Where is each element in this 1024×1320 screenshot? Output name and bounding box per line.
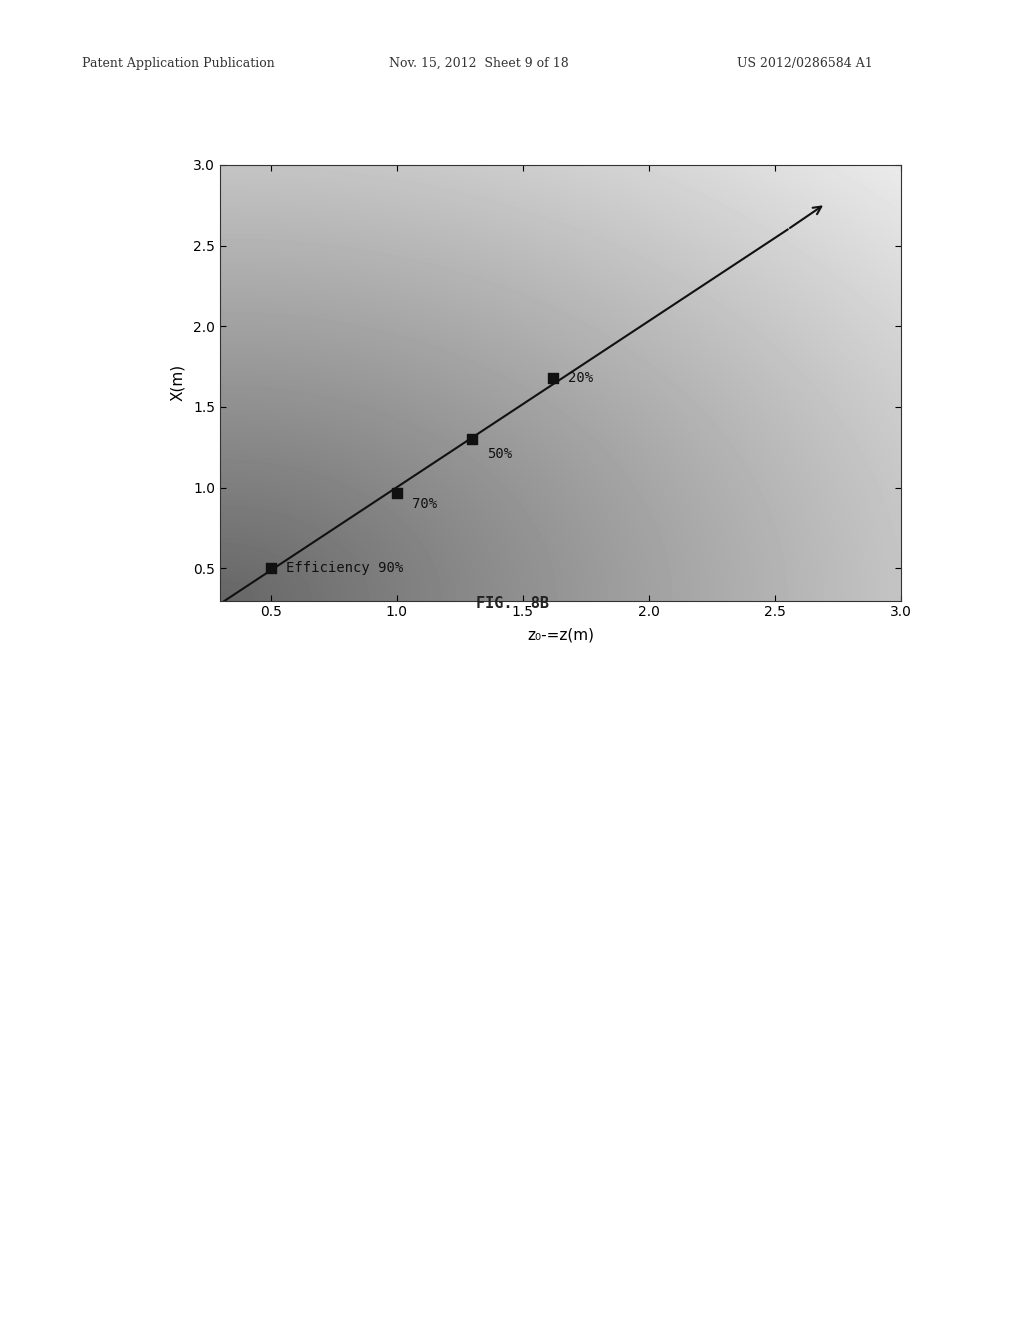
Point — [262, 558, 279, 579]
Text: 20%: 20% — [568, 371, 593, 385]
Text: US 2012/0286584 A1: US 2012/0286584 A1 — [737, 57, 873, 70]
Text: Efficiency 90%: Efficiency 90% — [286, 561, 403, 576]
Point — [545, 367, 561, 388]
Point — [464, 429, 480, 450]
Text: FIG.  8B: FIG. 8B — [475, 597, 549, 611]
Y-axis label: X(m): X(m) — [170, 364, 185, 401]
Text: 70%: 70% — [412, 496, 437, 511]
Point — [388, 482, 404, 503]
Text: Nov. 15, 2012  Sheet 9 of 18: Nov. 15, 2012 Sheet 9 of 18 — [389, 57, 569, 70]
X-axis label: z₀-=z(m): z₀-=z(m) — [527, 628, 594, 643]
Text: Patent Application Publication: Patent Application Publication — [82, 57, 274, 70]
Text: 50%: 50% — [487, 446, 513, 461]
